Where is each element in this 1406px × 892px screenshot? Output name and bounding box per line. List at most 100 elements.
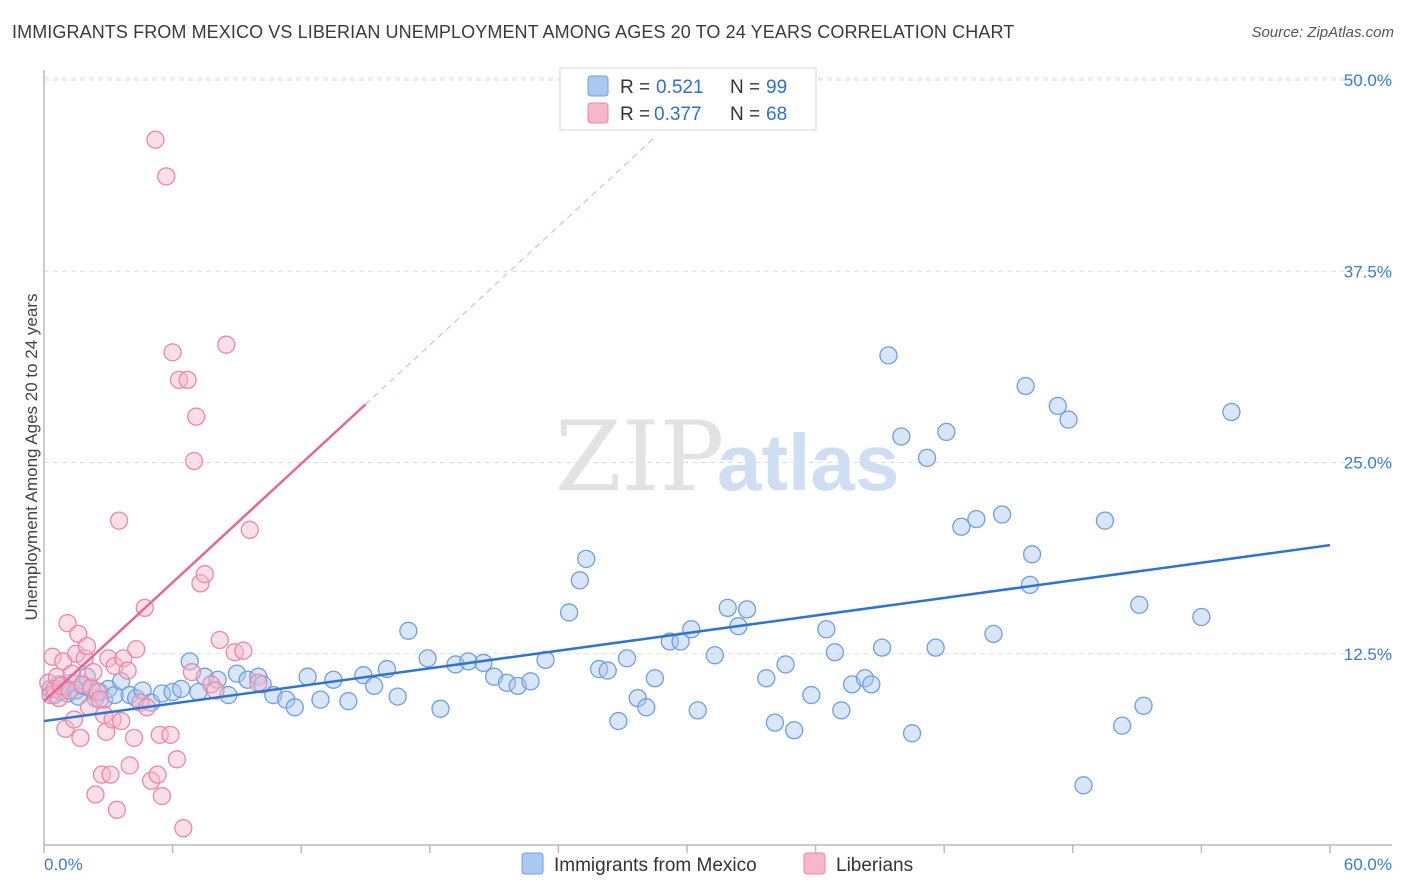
data-point-liberians — [234, 641, 253, 660]
data-point-mexico — [364, 676, 384, 696]
data-point-mexico — [1059, 410, 1078, 429]
data-point-mexico — [388, 687, 407, 706]
data-point-mexico — [952, 517, 971, 536]
data-point-mexico — [227, 664, 247, 683]
data-point-mexico — [112, 672, 131, 691]
data-point-mexico — [902, 724, 922, 743]
data-point-liberians — [161, 725, 180, 744]
bottom-legend-label-liberians: Liberians — [836, 855, 913, 876]
data-point-mexico — [1134, 696, 1153, 715]
gridlines — [44, 77, 1392, 655]
data-point-mexico — [1112, 716, 1132, 735]
legend-n-value-1: 99 — [766, 77, 787, 98]
data-point-mexico — [1095, 511, 1115, 530]
data-point-liberians — [195, 565, 214, 584]
data-point-mexico — [776, 655, 795, 674]
data-point-mexico — [645, 669, 664, 688]
data-point-mexico — [817, 620, 836, 639]
data-point-mexico — [172, 679, 191, 699]
data-point-liberians — [124, 728, 144, 748]
data-point-liberians — [64, 710, 84, 729]
x-tick-label-min: 0.0% — [44, 855, 83, 874]
data-point-liberians — [77, 636, 97, 656]
data-point-liberians — [206, 681, 225, 700]
data-point-liberians — [90, 690, 109, 709]
data-point-liberians — [86, 785, 105, 804]
data-point-mexico — [992, 505, 1012, 524]
data-point-liberians — [182, 662, 202, 682]
y-axis-tick-labels: 12.5% 25.0% 37.5% 50.0% — [1344, 71, 1392, 664]
data-point-liberians — [191, 574, 210, 593]
legend-n-value-2: 68 — [766, 104, 787, 125]
data-point-mexico — [967, 509, 986, 529]
data-point-liberians — [163, 343, 182, 362]
data-point-liberians — [184, 451, 204, 471]
legend-r-label-2: R = — [620, 104, 650, 125]
data-point-mexico — [399, 621, 418, 640]
data-point-mexico — [598, 661, 617, 680]
data-point-liberians — [174, 819, 193, 838]
data-point-mexico — [892, 427, 911, 446]
data-point-liberians — [120, 756, 139, 775]
y-tick-label: 25.0% — [1344, 454, 1392, 473]
data-point-mexico — [737, 600, 757, 619]
data-point-mexico — [1022, 545, 1042, 564]
data-point-liberians — [210, 630, 229, 650]
data-point-mexico — [937, 422, 956, 442]
watermark-zip: ZIP — [555, 401, 724, 513]
bottom-legend-swatch-mexico — [521, 852, 544, 875]
trend-lines — [43, 136, 1331, 723]
watermark: ZIP atlas — [555, 401, 899, 513]
y-tick-label: 37.5% — [1344, 262, 1392, 281]
data-point-mexico — [926, 638, 945, 657]
data-point-liberians — [152, 786, 172, 806]
data-point-liberians — [43, 647, 62, 666]
data-point-mexico — [609, 711, 628, 731]
data-point-mexico — [431, 699, 450, 718]
data-point-liberians — [101, 765, 120, 784]
legend-bottom: Immigrants from Mexico Liberians — [521, 852, 913, 876]
y-axis-label: Unemployment Among Ages 20 to 24 years — [22, 294, 41, 621]
data-point-liberians — [84, 662, 103, 682]
data-point-mexico — [418, 649, 437, 668]
data-point-liberians — [146, 130, 165, 149]
data-point-mexico — [984, 624, 1003, 644]
data-point-liberians — [187, 407, 206, 426]
legend-r-label-1: R = — [620, 77, 650, 98]
data-point-liberians — [217, 335, 236, 354]
data-point-liberians — [240, 520, 259, 539]
data-point-mexico — [825, 643, 845, 662]
data-point-liberians — [150, 725, 169, 744]
data-point-mexico — [718, 598, 737, 617]
data-point-mexico — [1016, 376, 1035, 396]
legend-swatch-liberians — [587, 102, 609, 124]
data-point-liberians — [148, 765, 167, 784]
legend-top: R = 0.521 N = 99 R = 0.377 N = 68 — [559, 67, 817, 131]
data-point-mexico — [497, 673, 517, 692]
watermark-atlas: atlas — [717, 418, 899, 507]
data-point-mexico — [1048, 396, 1067, 416]
data-point-mexico — [1074, 776, 1093, 795]
trend-line-mexico — [43, 543, 1331, 723]
data-point-mexico — [577, 549, 596, 569]
data-point-liberians — [249, 673, 268, 692]
data-point-liberians — [157, 167, 176, 186]
data-point-mexico — [637, 698, 656, 717]
data-point-liberians — [47, 667, 67, 686]
x-axis-ticks — [43, 845, 1331, 853]
data-point-liberians — [178, 370, 197, 390]
data-point-mexico — [311, 690, 330, 709]
data-point-mexico — [917, 448, 937, 468]
data-point-liberians — [109, 511, 129, 530]
bottom-legend-label-mexico: Immigrants from Mexico — [554, 855, 757, 876]
data-point-mexico — [682, 620, 701, 639]
bottom-legend-swatch-liberians — [803, 852, 826, 875]
legend-n-label-1: N = — [730, 77, 760, 98]
legend-swatch-mexico — [587, 75, 609, 97]
data-point-mexico — [617, 649, 637, 668]
data-point-mexico — [705, 646, 725, 665]
data-point-mexico — [521, 672, 540, 691]
data-point-mexico — [285, 698, 304, 717]
data-point-mexico — [872, 638, 892, 657]
